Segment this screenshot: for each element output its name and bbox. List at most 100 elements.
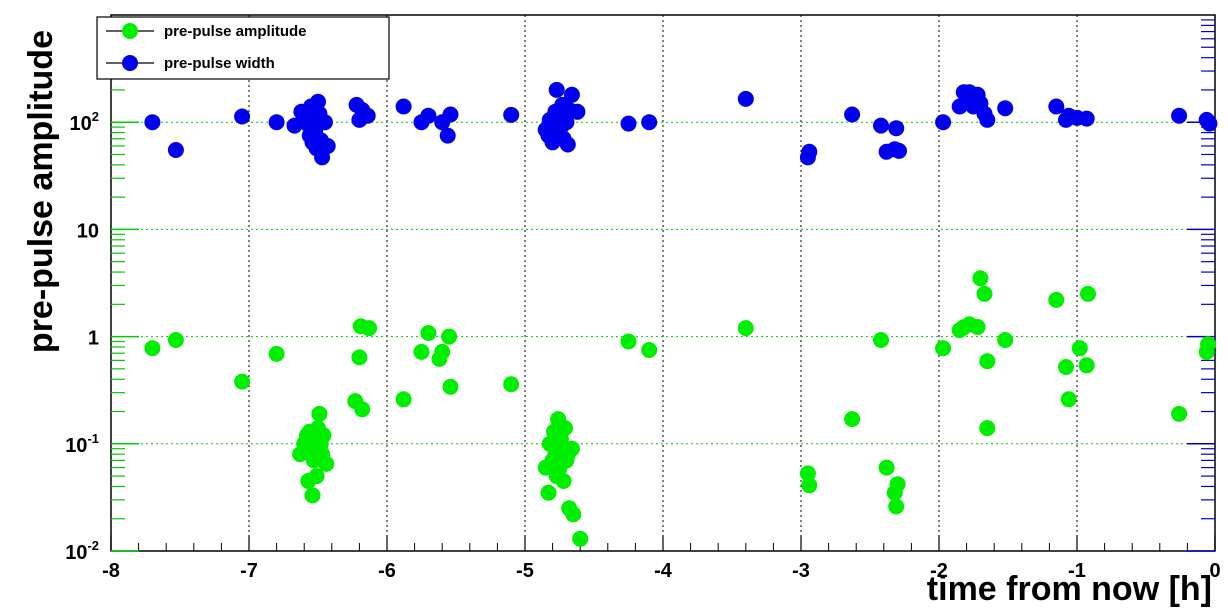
- amplitude-point: [844, 411, 861, 428]
- x-tick-label: -5: [516, 560, 534, 582]
- data-points: [144, 81, 1218, 547]
- width-point: [167, 142, 184, 158]
- width-point: [1078, 110, 1095, 127]
- amplitude-point: [873, 332, 889, 348]
- amplitude-point: [434, 343, 451, 360]
- width-point: [844, 106, 861, 123]
- width-point: [1201, 115, 1218, 132]
- width-point: [558, 114, 575, 131]
- amplitude-point: [878, 459, 895, 476]
- amplitude-point: [620, 333, 637, 350]
- y-tick-label: 10: [77, 220, 99, 242]
- width-point: [548, 81, 565, 98]
- amplitude-point: [1060, 391, 1077, 408]
- width-point: [442, 106, 459, 123]
- width-point: [439, 127, 456, 144]
- x-tick-label: -2: [930, 560, 948, 582]
- width-point: [310, 93, 326, 110]
- amplitude-point: [935, 340, 952, 357]
- amplitude-point: [311, 405, 328, 422]
- width-point: [559, 136, 576, 153]
- legend-marker-amplitude: [122, 23, 138, 39]
- amplitude-point: [565, 506, 582, 523]
- width-point: [641, 114, 658, 131]
- legend-marker-width: [122, 55, 138, 71]
- amplitude-point: [737, 320, 754, 337]
- width-point: [420, 107, 437, 124]
- width-point: [801, 143, 818, 160]
- amplitude-point: [1071, 340, 1088, 357]
- x-tick-label: -7: [240, 560, 258, 582]
- axis-ticks: [110, 19, 1216, 552]
- x-tick-label: -8: [102, 560, 120, 582]
- width-point: [144, 114, 161, 131]
- amplitude-point: [442, 378, 459, 395]
- amplitude-point: [441, 328, 458, 345]
- amplitude-point: [1200, 336, 1217, 353]
- width-point: [563, 86, 580, 103]
- x-tick-label: -1: [1068, 560, 1086, 582]
- x-axis-title: time from now [h]: [927, 570, 1212, 608]
- amplitude-point: [555, 473, 572, 489]
- amplitude-point: [1078, 357, 1095, 374]
- width-point: [319, 138, 336, 154]
- x-tick-label: -6: [378, 560, 396, 582]
- amplitude-point: [889, 476, 906, 493]
- amplitude-point: [979, 353, 996, 370]
- width-point: [979, 111, 996, 128]
- amplitude-point: [540, 484, 557, 501]
- amplitude-point: [318, 455, 335, 472]
- x-tick-label: 0: [1209, 560, 1220, 582]
- width-point: [569, 103, 586, 120]
- width-point: [935, 114, 952, 131]
- width-point: [873, 117, 889, 134]
- width-point: [503, 106, 520, 123]
- amplitude-point: [351, 349, 368, 366]
- amplitude-point: [234, 373, 251, 390]
- width-point: [395, 98, 412, 115]
- amplitude-point: [1171, 405, 1188, 422]
- amplitude-point: [969, 319, 986, 335]
- y-tick-label: 1: [88, 328, 99, 350]
- amplitude-point: [167, 332, 184, 348]
- amplitude-point: [972, 270, 989, 287]
- amplitude-point: [641, 342, 658, 358]
- amplitude-point: [315, 427, 332, 444]
- width-point: [891, 142, 907, 159]
- amplitude-point: [413, 343, 430, 360]
- amplitude-point: [395, 391, 412, 408]
- amplitude-point: [503, 376, 520, 393]
- amplitude-point: [979, 420, 996, 437]
- amplitude-point: [976, 285, 993, 302]
- width-point: [620, 115, 637, 132]
- amplitude-point: [420, 325, 437, 341]
- width-point: [997, 100, 1014, 117]
- width-point: [268, 114, 285, 131]
- y-tick-label: 10-1: [65, 431, 99, 457]
- width-point: [1171, 107, 1188, 124]
- amplitude-point: [1058, 359, 1074, 375]
- legend-box: [96, 16, 390, 80]
- amplitude-point: [997, 332, 1014, 348]
- tick-labels: -8 -7 -6 -5 -4 -3 -2 -1 0 10-2 10-1 1 10 102: [65, 109, 1220, 582]
- legend-label-width: pre-pulse width: [164, 55, 275, 72]
- x-tick-label: -3: [792, 560, 810, 582]
- amplitude-point: [801, 477, 818, 494]
- amplitude-point: [1080, 285, 1096, 302]
- amplitude-point: [888, 498, 905, 515]
- width-point: [286, 117, 303, 134]
- legend-label-amplitude: pre-pulse amplitude: [164, 23, 307, 40]
- width-point: [888, 120, 905, 137]
- legend: pre-pulse amplitude pre-pulse width: [96, 16, 390, 80]
- width-point: [359, 107, 376, 124]
- width-point: [1048, 98, 1065, 115]
- amplitude-point: [557, 420, 573, 437]
- amplitude-point: [1048, 291, 1065, 308]
- y-axis-title: pre-pulse amplitude: [22, 30, 60, 353]
- amplitude-point: [799, 465, 816, 482]
- y-tick-label: 102: [70, 109, 99, 135]
- y-tick-label: 10-2: [65, 538, 99, 564]
- width-point: [234, 108, 251, 125]
- amplitude-point: [308, 468, 325, 485]
